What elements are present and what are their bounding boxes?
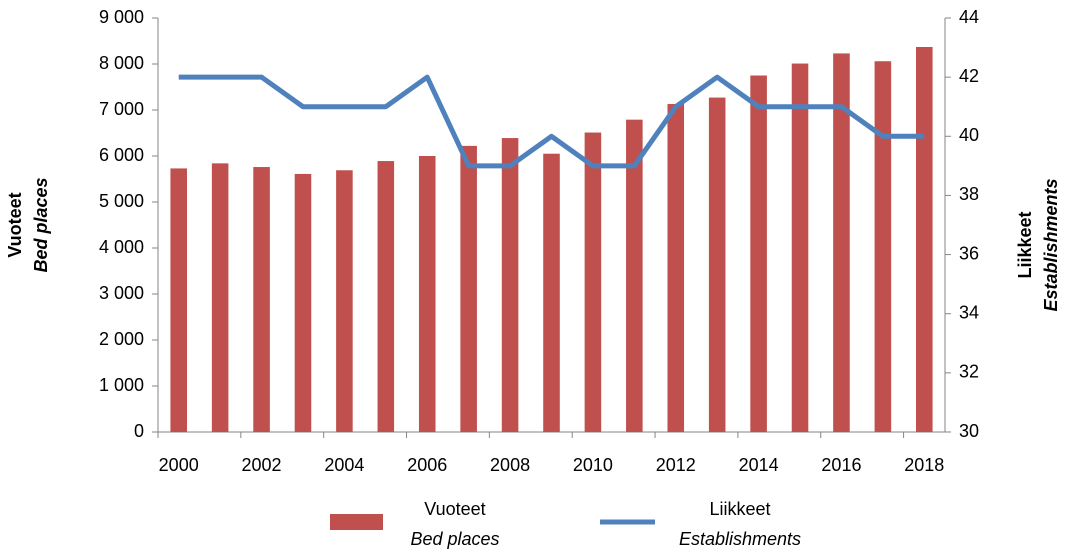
- line: [178, 74, 925, 169]
- y2-tick-label: 38: [959, 184, 979, 204]
- x-tick-label: 2002: [242, 455, 282, 475]
- x-tick-label: 2014: [739, 455, 779, 475]
- y-tick-label: 3 000: [99, 283, 144, 303]
- bar: [833, 53, 850, 433]
- y2-tick-label: 32: [959, 362, 979, 382]
- x-tick-label: 2008: [490, 455, 530, 475]
- y2-tick-label: 30: [959, 421, 979, 441]
- x-tick-label: 2000: [159, 455, 199, 475]
- legend-label: Vuoteet: [424, 499, 485, 519]
- legend-label: Liikkeet: [709, 499, 770, 519]
- bar: [916, 46, 933, 432]
- y2-axis-label-en: Establishments: [1041, 178, 1061, 311]
- bar: [294, 173, 312, 432]
- x-tick-label: 2016: [821, 455, 861, 475]
- y-tick-label: 4 000: [99, 237, 144, 257]
- bar: [460, 145, 477, 432]
- x-tick-label: 2018: [904, 455, 944, 475]
- y-tick-label: 2 000: [99, 329, 144, 349]
- y-tick-label: 8 000: [99, 53, 144, 73]
- bar: [791, 63, 809, 432]
- y-tick-label: 9 000: [99, 7, 144, 27]
- bar: [626, 119, 643, 432]
- y2-axis-title: Liikkeet Establishments: [1015, 178, 1061, 311]
- y2-tick-label: 36: [959, 243, 979, 263]
- legend-label-en: Bed places: [410, 529, 499, 549]
- bar: [708, 97, 726, 432]
- y-tick-label: 0: [134, 421, 144, 441]
- y-axis-title: Vuoteet Bed places: [5, 177, 51, 272]
- bar: [377, 161, 395, 432]
- y-tick-label: 5 000: [99, 191, 144, 211]
- y2-axis-label: Liikkeet: [1015, 211, 1035, 278]
- legend-label-en: Establishments: [679, 529, 801, 549]
- bar: [211, 163, 229, 433]
- x-tick-label: 2012: [656, 455, 696, 475]
- y-axis-label: Vuoteet: [5, 192, 25, 257]
- y2-tick-label: 42: [959, 66, 979, 86]
- x-tick-label: 2004: [324, 455, 364, 475]
- x-tick-label: 2010: [573, 455, 613, 475]
- y-tick-label: 7 000: [99, 99, 144, 119]
- bar: [418, 156, 436, 432]
- bar: [543, 153, 560, 432]
- bar: [253, 167, 270, 433]
- y2-tick-label: 34: [959, 302, 979, 322]
- bar: [584, 132, 602, 433]
- bar: [336, 170, 353, 432]
- bar: [667, 104, 685, 433]
- bar: [874, 61, 892, 433]
- y-tick-label: 1 000: [99, 375, 144, 395]
- y-tick-label: 6 000: [99, 145, 144, 165]
- legend-swatch: [330, 514, 383, 530]
- y2-tick-label: 44: [959, 7, 979, 27]
- y2-tick-label: 40: [959, 125, 979, 145]
- bar: [170, 168, 187, 433]
- bar: [501, 138, 519, 432]
- bar: [750, 75, 767, 432]
- y-axis-label-en: Bed places: [31, 177, 51, 272]
- x-tick-label: 2006: [407, 455, 447, 475]
